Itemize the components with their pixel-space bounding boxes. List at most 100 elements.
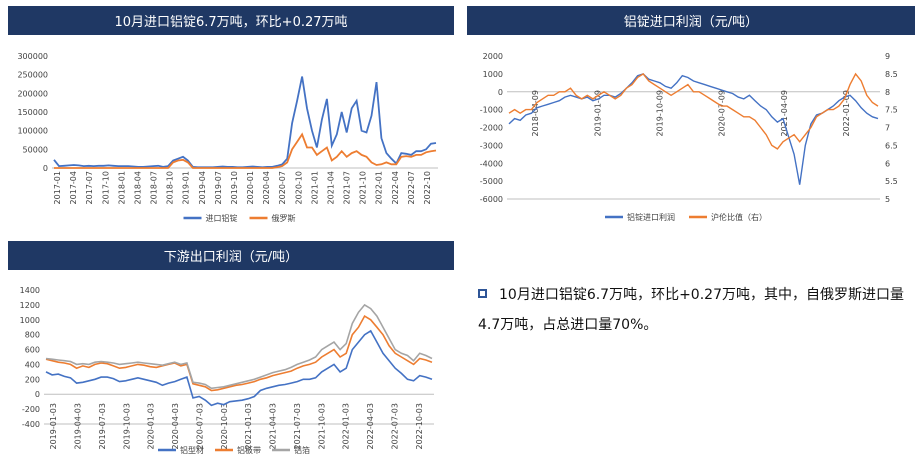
- y-tick-label: 200: [25, 375, 40, 384]
- y-tick-label: 1000: [483, 70, 503, 79]
- y2-tick-label: 5.5: [885, 177, 898, 186]
- y2-tick-label: 8.5: [885, 70, 898, 79]
- x-tick-label: 2020-10-03: [220, 403, 229, 450]
- x-tick-label: 2020-10: [294, 171, 303, 204]
- y-tick-label: -200: [22, 405, 40, 414]
- x-tick-label: 2020-01-03: [147, 403, 156, 450]
- chart-title-downstream-export-profit: 下游出口利润（元/吨）: [8, 241, 454, 270]
- x-tick-label: 2022-04: [391, 171, 400, 204]
- y2-tick-label: 9: [885, 52, 890, 61]
- import-summary-note: 10月进口铝锭6.7万吨，环比+0.27万吨，其中，自俄罗斯进口量4.7万吨，占…: [478, 280, 918, 340]
- y-tick-label: 250000: [17, 71, 48, 80]
- y-tick-label: 200000: [17, 89, 48, 98]
- chart-import-profit: -6000 -5000 -4000 -3000 -2000 -1000 0 1000 2000 5…: [480, 52, 898, 222]
- x-tick-label: 2019-01-09: [593, 90, 602, 137]
- chart-downstream-export-profit: -400 -200 0 200 400 600 800 1000 1200 1400 2019-01…: [20, 286, 434, 455]
- y-tick-label: 100000: [17, 127, 48, 136]
- x-tick-label: 2022-01-03: [342, 403, 351, 450]
- x-tick-label: 2022-10-03: [415, 403, 424, 450]
- series-line: [45, 314, 433, 392]
- x-tick-label: 2021-10: [359, 171, 368, 204]
- chart-title-import-volume: 10月进口铝锭6.7万吨，环比+0.27万吨: [8, 6, 454, 35]
- y-tick-label: 2000: [483, 52, 503, 61]
- x-tick-label: 2021-01: [310, 171, 319, 204]
- y-tick-label: 50000: [23, 145, 48, 154]
- series-line: [45, 329, 433, 407]
- legend-label: 铝型材: [180, 445, 204, 455]
- y-tick-label: 600: [25, 346, 40, 355]
- y2-tick-label: 5: [885, 195, 890, 204]
- y-tick-label: -400: [22, 420, 40, 429]
- x-tick-label: 2018-04: [133, 171, 142, 204]
- x-tick-label: 2018-07: [150, 171, 159, 204]
- x-tick-label: 2019-07: [214, 171, 223, 204]
- x-tick-label: 2019-10-03: [122, 403, 131, 450]
- series-line: [508, 73, 879, 185]
- x-tick-label: 2021-10-03: [317, 403, 326, 450]
- y-tick-label: 400: [25, 360, 40, 369]
- legend-label: 沪伦比值（右）: [711, 212, 767, 222]
- y2-tick-label: 6.5: [885, 141, 898, 150]
- legend-label: 进口铝锭: [206, 213, 238, 223]
- x-tick-label: 2022-01: [375, 171, 384, 204]
- x-tick-label: 2018-01: [117, 171, 126, 204]
- x-tick-label: 2017-07: [85, 171, 94, 204]
- x-tick-label: 2019-07-03: [98, 403, 107, 450]
- x-tick-label: 2021-07-03: [293, 403, 302, 450]
- y-tick-label: -5000: [480, 177, 503, 186]
- x-tick-label: 2019-01: [182, 171, 191, 204]
- legend-label: 铝锭进口利润: [627, 212, 675, 222]
- x-tick-label: 2022-10: [423, 171, 432, 204]
- y-tick-label: 300000: [17, 52, 48, 61]
- x-tick-label: 2022-01-09: [842, 90, 851, 137]
- x-tick-label: 2018-10: [166, 171, 175, 204]
- x-tick-label: 2019-04-03: [74, 403, 83, 450]
- x-tick-label: 2021-04-09: [780, 90, 789, 137]
- x-tick-label: 2018-04-09: [531, 90, 540, 137]
- x-tick-label: 2020-04-03: [171, 403, 180, 450]
- x-tick-label: 2022-07: [407, 171, 416, 204]
- legend-label: 铝箔: [294, 445, 310, 455]
- legend-label: 俄罗斯: [272, 213, 296, 223]
- y-tick-label: 0: [498, 88, 503, 97]
- square-bullet-icon: [478, 289, 487, 298]
- y-tick-label: 0: [43, 164, 48, 173]
- x-tick-label: 2021-07: [343, 171, 352, 204]
- x-tick-label: 2017-04: [69, 171, 78, 204]
- x-tick-label: 2020-04: [262, 171, 271, 204]
- y-tick-label: -4000: [480, 159, 503, 168]
- chart-title-import-profit: 铝锭进口利润（元/吨）: [467, 6, 915, 35]
- y2-tick-label: 6: [885, 159, 890, 168]
- x-tick-label: 2017-10: [101, 171, 110, 204]
- series-line: [54, 132, 437, 169]
- y-tick-label: -1000: [480, 106, 503, 115]
- x-tick-label: 2019-04: [198, 171, 207, 204]
- note-text: 10月进口铝锭6.7万吨，环比+0.27万吨，其中，自俄罗斯进口量4.7万吨，占…: [478, 287, 904, 333]
- y-tick-label: -2000: [480, 124, 503, 133]
- series-line: [45, 303, 433, 390]
- y-tick-label: 1000: [20, 316, 40, 325]
- x-tick-label: 2020-01: [246, 171, 255, 204]
- y-tick-label: 0: [35, 390, 40, 399]
- y2-tick-label: 7: [885, 124, 890, 133]
- y-tick-label: -6000: [480, 195, 503, 204]
- x-tick-label: 2019-10: [230, 171, 239, 204]
- x-tick-label: 2021-01-03: [244, 403, 253, 450]
- y-tick-label: 1400: [20, 286, 40, 295]
- x-tick-label: 2020-07: [278, 171, 287, 204]
- chart-import-volume: 0 50000 100000 150000 200000 250000 300000 2017…: [17, 52, 438, 223]
- series-line: [508, 72, 879, 150]
- legend-label: 铝板带: [237, 445, 261, 455]
- x-tick-label: 2021-04: [326, 171, 335, 204]
- x-tick-label: 2020-07-03: [195, 403, 204, 450]
- y2-tick-label: 8: [885, 88, 890, 97]
- x-tick-label: 2017-01: [53, 171, 62, 204]
- x-tick-label: 2019-10-09: [655, 90, 664, 137]
- y2-tick-label: 7.5: [885, 106, 898, 115]
- x-tick-label: 2019-01-03: [49, 403, 58, 450]
- y-tick-label: 150000: [17, 108, 48, 117]
- series-line: [53, 76, 437, 169]
- x-tick-label: 2022-07-03: [390, 403, 399, 450]
- x-tick-label: 2021-04-03: [269, 403, 278, 450]
- y-tick-label: 800: [25, 331, 40, 340]
